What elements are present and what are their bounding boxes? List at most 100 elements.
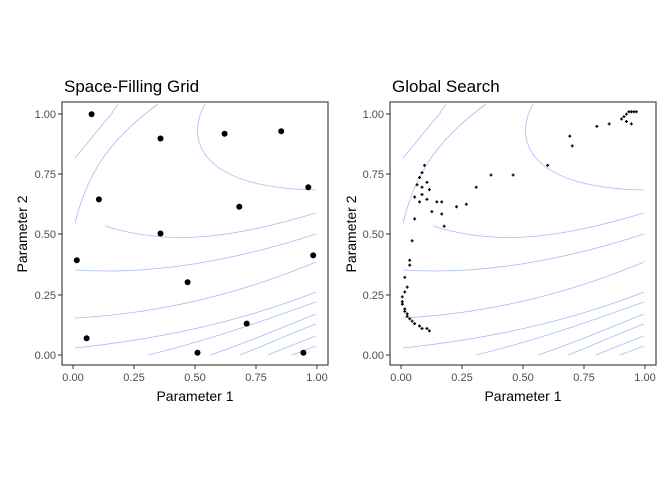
contour-line bbox=[239, 323, 317, 356]
scatter-point bbox=[400, 302, 404, 306]
x-tick-label: 0.75 bbox=[573, 372, 594, 384]
y-tick-label: 0.00 bbox=[363, 350, 384, 362]
scatter-point bbox=[425, 180, 429, 184]
scatter-point bbox=[413, 322, 417, 326]
x-tick-label: 0.25 bbox=[123, 372, 144, 384]
x-axis-title: Parameter 1 bbox=[484, 388, 561, 404]
x-tick-label: 0.75 bbox=[245, 372, 266, 384]
scatter-point bbox=[278, 128, 285, 135]
scatter-point bbox=[624, 119, 628, 123]
scatter-point bbox=[474, 185, 478, 189]
scatter-point bbox=[570, 144, 574, 148]
scatter-point bbox=[157, 230, 164, 237]
contour-line bbox=[74, 291, 317, 349]
scatter-point bbox=[184, 279, 191, 286]
contour-line bbox=[197, 103, 317, 191]
scatter-point bbox=[408, 258, 412, 262]
scatter-point bbox=[440, 212, 444, 216]
scatter-point bbox=[88, 111, 95, 118]
scatter-point bbox=[634, 110, 638, 114]
scatter-point bbox=[568, 134, 572, 138]
scatter-point bbox=[464, 202, 468, 206]
contour-line bbox=[104, 212, 317, 238]
scatter-points-global-search bbox=[400, 110, 638, 333]
scatter-point bbox=[442, 224, 446, 228]
y-axis-title: Parameter 2 bbox=[343, 195, 359, 272]
scatter-point bbox=[624, 112, 628, 116]
scatter-point bbox=[408, 263, 412, 267]
y-tick-label: 0.50 bbox=[363, 229, 384, 241]
scatter-point bbox=[403, 275, 407, 279]
scatter-point bbox=[511, 173, 515, 177]
contour-line bbox=[402, 233, 645, 272]
scatter-point bbox=[489, 173, 493, 177]
contour-line bbox=[402, 291, 645, 349]
scatter-point bbox=[405, 312, 409, 316]
scatter-point bbox=[427, 329, 431, 333]
scatter-point bbox=[420, 171, 424, 175]
x-tick-label: 1.00 bbox=[634, 372, 655, 384]
scatter-point bbox=[420, 193, 424, 197]
scatter-point bbox=[405, 285, 409, 289]
scatter-point bbox=[595, 124, 599, 128]
scatter-point bbox=[403, 290, 407, 294]
scatter-point bbox=[403, 309, 407, 313]
y-tick-label: 0.75 bbox=[363, 169, 384, 181]
contour-line bbox=[619, 345, 645, 356]
contour-line bbox=[475, 301, 645, 356]
contour-line bbox=[567, 323, 645, 356]
scatter-point bbox=[427, 188, 431, 192]
scatter-point bbox=[415, 183, 419, 187]
scatter-point bbox=[422, 163, 426, 167]
contour-line bbox=[402, 103, 487, 224]
contour-line bbox=[525, 103, 645, 191]
scatter-point bbox=[221, 130, 228, 137]
panel-title-space-filling-grid: Space-Filling Grid bbox=[64, 77, 199, 96]
scatter-point bbox=[243, 320, 250, 327]
contour-line bbox=[74, 233, 317, 272]
scatter-point bbox=[73, 257, 80, 264]
scatter-point bbox=[418, 200, 422, 204]
contour-line bbox=[74, 261, 317, 319]
scatter-point bbox=[435, 200, 439, 204]
x-tick-label: 0.50 bbox=[512, 372, 533, 384]
scatter-point bbox=[440, 200, 444, 204]
scatter-point bbox=[413, 217, 417, 221]
contour-line bbox=[402, 261, 645, 319]
scatter-point bbox=[418, 175, 422, 179]
y-tick-label: 0.75 bbox=[35, 169, 56, 181]
scatter-point bbox=[425, 326, 429, 330]
panel-global-search: Global Search 0.00 0.25 0.50 bbox=[343, 77, 657, 404]
x-tick-label: 0.25 bbox=[451, 372, 472, 384]
scatter-point bbox=[236, 203, 243, 210]
y-tick-label: 0.25 bbox=[363, 290, 384, 302]
panel-title-global-search: Global Search bbox=[392, 77, 500, 96]
contour-line bbox=[209, 313, 317, 356]
contour-line bbox=[74, 103, 119, 159]
y-tick-label: 0.25 bbox=[35, 290, 56, 302]
y-tick-label: 1.00 bbox=[35, 109, 56, 121]
x-tick-label: 0.00 bbox=[390, 372, 411, 384]
scatter-point bbox=[622, 115, 626, 119]
contour-lines-space-filling-grid bbox=[74, 103, 317, 356]
contour-line bbox=[432, 212, 645, 238]
y-axis-ticks: 0.00 0.25 0.50 0.75 1.00 bbox=[363, 109, 390, 362]
scatter-point bbox=[95, 196, 102, 203]
scatter-point bbox=[300, 349, 307, 356]
scatter-point bbox=[83, 335, 90, 342]
contour-line bbox=[595, 335, 645, 356]
scatter-point bbox=[430, 210, 434, 214]
scatter-point bbox=[194, 349, 201, 356]
scatter-point bbox=[400, 295, 404, 299]
x-tick-label: 1.00 bbox=[306, 372, 327, 384]
y-tick-label: 1.00 bbox=[363, 109, 384, 121]
scatter-point bbox=[410, 239, 414, 243]
x-tick-label: 0.00 bbox=[62, 372, 83, 384]
scatter-point bbox=[546, 163, 550, 167]
scatter-point bbox=[408, 317, 412, 321]
scatter-point bbox=[620, 117, 624, 121]
scatter-point bbox=[425, 197, 429, 201]
scatter-point bbox=[157, 135, 164, 142]
panel-space-filling-grid: Space-Filling Grid 0.00 0.25 0.50 bbox=[14, 77, 329, 404]
